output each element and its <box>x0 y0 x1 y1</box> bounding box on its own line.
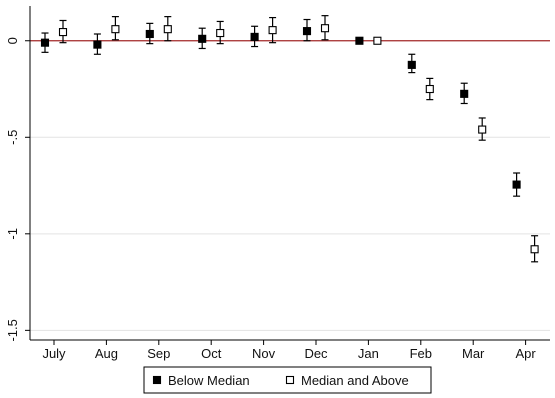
point-median-and-above <box>425 84 434 94</box>
point-below-median <box>355 36 364 45</box>
x-tick-label: Mar <box>462 346 485 361</box>
x-tick-label: Dec <box>304 346 328 361</box>
x-tick-label: Oct <box>201 346 222 361</box>
point-below-median <box>250 32 259 41</box>
y-tick-label: -1.5 <box>5 319 20 341</box>
legend-marker-0 <box>152 375 162 385</box>
point-below-median <box>198 34 207 43</box>
point-below-median <box>40 38 50 47</box>
gridlines <box>30 40 550 331</box>
x-tick-label: Feb <box>410 346 432 361</box>
data-points <box>40 24 539 254</box>
point-below-median <box>145 29 154 39</box>
point-median-and-above <box>530 245 539 254</box>
point-below-median <box>460 89 469 98</box>
legend: Below Median Median and Above <box>143 366 432 394</box>
axes: 0 -.5 -1 -1.5 July Aug Sep Oct Nov Dec Jan Feb Mar Ap… <box>5 6 550 361</box>
x-tick-label: Apr <box>515 346 536 361</box>
point-median-and-above <box>58 28 68 37</box>
legend-marker-1 <box>285 375 295 385</box>
point-median-and-above <box>373 36 382 45</box>
y-tick-label: -1 <box>5 228 20 240</box>
point-below-median <box>512 180 521 189</box>
point-below-median <box>302 27 312 36</box>
x-tick-label: Jan <box>358 346 379 361</box>
x-tick-label: Sep <box>147 346 170 361</box>
x-tick-label: Aug <box>95 346 118 361</box>
point-median-and-above <box>268 26 277 35</box>
point-median-and-above <box>163 25 172 34</box>
point-below-median <box>93 40 102 49</box>
x-tick-label: Nov <box>252 346 276 361</box>
x-tick-label: July <box>42 346 66 361</box>
legend-label-1: Median and Above <box>301 373 409 388</box>
legend-label-0: Below Median <box>168 373 250 388</box>
y-tick-label: -.5 <box>5 130 20 145</box>
point-median-and-above <box>320 24 330 33</box>
point-median-and-above <box>216 28 225 38</box>
y-tick-label: 0 <box>5 37 20 44</box>
point-below-median <box>407 60 416 69</box>
confidence-intervals <box>41 15 539 263</box>
point-median-and-above <box>111 25 120 34</box>
point-median-and-above <box>478 125 487 134</box>
